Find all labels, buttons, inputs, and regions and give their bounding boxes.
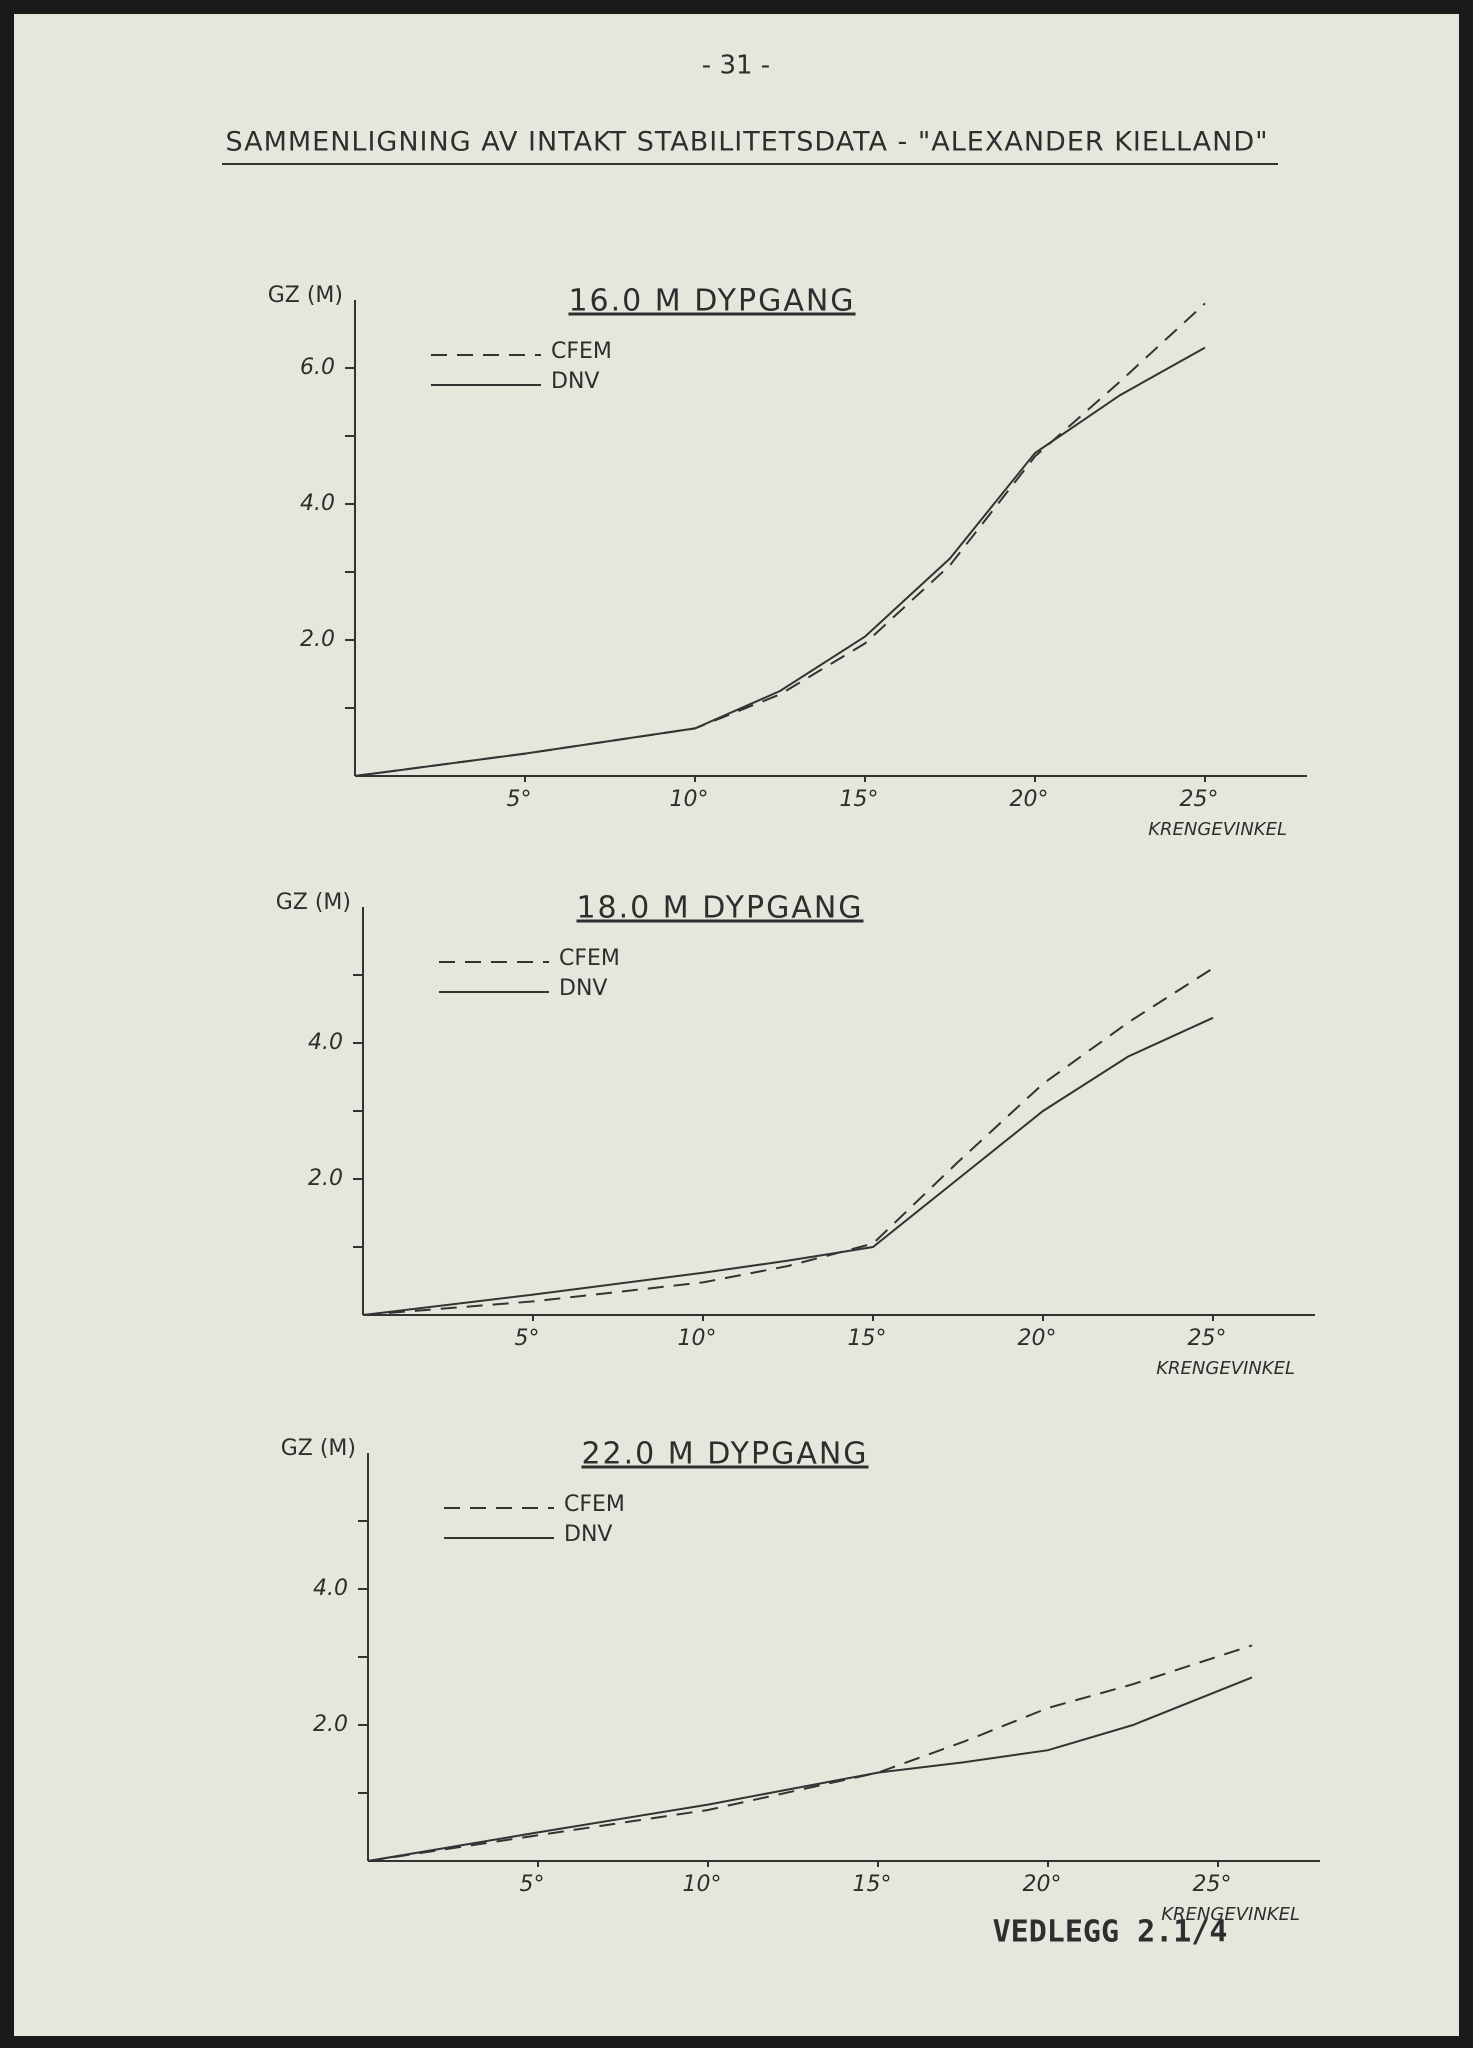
x-tick-label: 10° — [678, 1326, 717, 1351]
y-tick-label: 2.0 — [308, 1166, 343, 1191]
x-tick-label: 5° — [507, 787, 532, 812]
x-tick-label: 25° — [1193, 1872, 1232, 1897]
y-tick-label: 4.0 — [308, 1030, 343, 1055]
x-axis-label: KRENGEVINKEL — [1148, 819, 1287, 840]
legend-label: DNV — [559, 976, 607, 1001]
series-line — [362, 967, 1214, 1316]
chart-title: 22.0 M DYPGANG — [581, 1437, 868, 1472]
x-axis-label: KRENGEVINKEL — [1156, 1358, 1295, 1379]
page-number: - 31 - — [702, 51, 770, 81]
x-tick-label: 10° — [670, 787, 709, 812]
y-tick-label: 2.0 — [300, 627, 335, 652]
x-tick-label: 15° — [840, 787, 879, 812]
x-tick-label: 15° — [853, 1872, 892, 1897]
x-tick-label: 25° — [1180, 787, 1219, 812]
footer: VEDLEGG 2.1/4 — [993, 1915, 1228, 1950]
x-tick-label: 15° — [848, 1326, 887, 1351]
y-tick-label: 2.0 — [313, 1712, 348, 1737]
paper — [14, 14, 1459, 2036]
legend-label: CFEM — [559, 946, 620, 971]
x-tick-label: 20° — [1023, 1872, 1062, 1897]
x-tick-label: 20° — [1018, 1326, 1057, 1351]
y-tick-label: 6.0 — [300, 355, 335, 380]
x-tick-label: 20° — [1010, 787, 1049, 812]
legend-label: CFEM — [551, 339, 612, 364]
y-tick-label: 4.0 — [300, 491, 335, 516]
x-axis-label: KRENGEVINKEL — [1161, 1904, 1300, 1925]
x-tick-label: 5° — [515, 1326, 540, 1351]
x-tick-label: 25° — [1188, 1326, 1227, 1351]
series-line — [362, 1016, 1214, 1316]
series-line — [354, 346, 1206, 777]
heading: SAMMENLIGNING AV INTAKT STABILITETSDATA … — [225, 127, 1268, 158]
y-axis-label: GZ (M) — [276, 890, 351, 915]
chart-title: 18.0 M DYPGANG — [576, 891, 863, 926]
y-tick-label: 4.0 — [313, 1576, 348, 1601]
chart-title: 16.0 M DYPGANG — [568, 284, 855, 319]
x-tick-label: 10° — [683, 1872, 722, 1897]
series-line — [354, 302, 1206, 777]
y-axis-label: GZ (M) — [281, 1436, 356, 1461]
legend-label: CFEM — [564, 1492, 625, 1517]
x-tick-label: 5° — [520, 1872, 545, 1897]
y-axis-label: GZ (M) — [268, 283, 343, 308]
legend-label: DNV — [551, 369, 599, 394]
legend-label: DNV — [564, 1522, 612, 1547]
series-line — [367, 1676, 1253, 1862]
